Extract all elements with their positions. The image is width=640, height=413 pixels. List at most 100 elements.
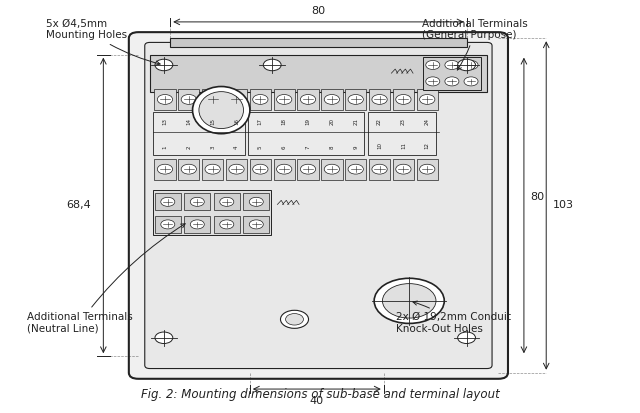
Bar [345,159,366,180]
Bar [321,89,342,110]
Bar [170,38,467,47]
Bar [298,89,319,110]
Text: 14: 14 [186,118,191,125]
Text: 2: 2 [186,145,191,149]
Circle shape [464,60,478,69]
Bar [345,89,366,110]
Circle shape [205,164,220,174]
Circle shape [220,197,234,206]
Text: 1: 1 [163,145,168,149]
Text: 20: 20 [330,118,334,125]
Text: 12: 12 [425,142,429,149]
Bar [250,89,271,110]
Circle shape [300,95,316,104]
Bar [184,193,210,210]
Bar [321,159,342,180]
FancyBboxPatch shape [145,43,492,368]
Circle shape [280,310,308,328]
Circle shape [205,95,220,104]
Text: 22: 22 [377,118,382,125]
Circle shape [229,164,244,174]
Text: 80: 80 [531,192,545,202]
Circle shape [157,95,173,104]
Bar [202,89,223,110]
Bar [153,190,271,235]
Circle shape [464,77,478,86]
Bar [153,112,245,155]
Bar [202,159,223,180]
Bar [184,216,210,233]
Circle shape [155,59,173,71]
Circle shape [324,164,339,174]
Circle shape [324,95,339,104]
Circle shape [396,95,411,104]
Circle shape [458,59,476,71]
Bar [154,89,175,110]
Circle shape [157,164,173,174]
Circle shape [445,60,459,69]
Bar [226,159,247,180]
Circle shape [426,77,440,86]
Bar [154,159,175,180]
Circle shape [285,313,303,325]
Text: 13: 13 [163,118,168,125]
Text: 2x Ø 19,2mm Conduit
Knock-Out Holes: 2x Ø 19,2mm Conduit Knock-Out Holes [396,301,511,334]
Text: 11: 11 [401,142,406,149]
Circle shape [372,95,387,104]
Text: Fig. 2: Mounting dimensions of sub-base and terminal layout: Fig. 2: Mounting dimensions of sub-base … [141,388,499,401]
Bar [273,159,295,180]
Circle shape [220,220,234,229]
Bar [214,193,239,210]
Text: 9: 9 [353,145,358,149]
Bar [423,57,481,90]
Text: 15: 15 [210,118,215,125]
Bar [298,159,319,180]
Text: 80: 80 [311,6,326,16]
Bar [393,89,414,110]
Circle shape [181,164,196,174]
Circle shape [190,220,204,229]
Text: 6: 6 [282,145,287,149]
Circle shape [383,284,436,318]
Text: 7: 7 [305,145,310,149]
Circle shape [374,278,444,323]
Bar [155,216,180,233]
Text: 103: 103 [552,200,573,211]
Bar [369,89,390,110]
Circle shape [348,95,364,104]
Bar [417,159,438,180]
Ellipse shape [199,92,244,128]
Circle shape [229,95,244,104]
Circle shape [263,59,281,71]
Bar [393,159,414,180]
Text: Additional Terminals
(General Purpose): Additional Terminals (General Purpose) [422,19,528,70]
Text: 16: 16 [234,118,239,125]
Circle shape [249,220,263,229]
Text: 19: 19 [305,118,310,125]
Text: 18: 18 [282,118,287,125]
Circle shape [420,164,435,174]
Circle shape [253,95,268,104]
Bar [369,159,390,180]
Circle shape [276,95,292,104]
Bar [243,193,269,210]
Text: 21: 21 [353,118,358,125]
Circle shape [155,332,173,344]
Circle shape [458,332,476,344]
Bar [178,159,200,180]
Bar [367,112,436,155]
Circle shape [420,95,435,104]
Bar [250,159,271,180]
Text: 17: 17 [258,118,263,125]
Text: 4: 4 [234,145,239,149]
Circle shape [426,60,440,69]
FancyBboxPatch shape [129,32,508,379]
Bar [248,112,364,155]
Bar [226,89,247,110]
Bar [155,193,180,210]
Text: 10: 10 [377,142,382,149]
Circle shape [161,197,175,206]
Text: 8: 8 [330,145,334,149]
Circle shape [253,164,268,174]
Circle shape [249,197,263,206]
